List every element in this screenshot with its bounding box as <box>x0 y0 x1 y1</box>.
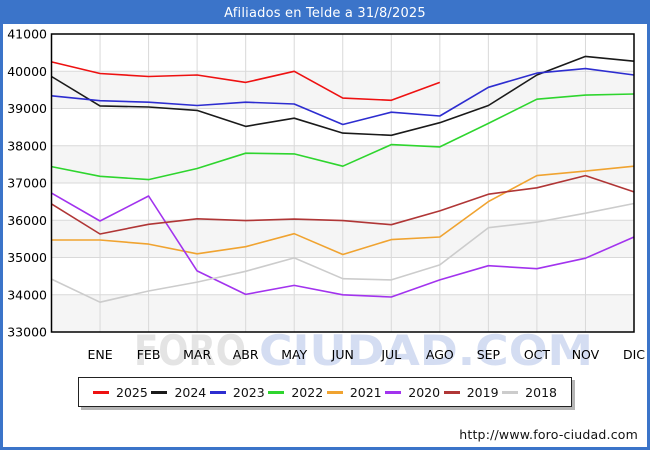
x-axis-label: ENE <box>87 347 112 362</box>
website-url[interactable]: http://www.foro-ciudad.com <box>459 427 638 442</box>
legend-item-2021: 2021 <box>326 384 382 400</box>
x-axis-label: SEP <box>477 347 501 362</box>
y-axis-label: 37000 <box>7 176 47 191</box>
y-axis-label: 40000 <box>7 64 47 79</box>
x-axis-label: FEB <box>137 347 161 362</box>
y-axis-label: 33000 <box>7 325 47 340</box>
legend-dash-icon <box>443 390 460 394</box>
legend-item-2020: 2020 <box>385 385 440 400</box>
y-axis-label: 39000 <box>7 101 47 116</box>
x-axis-label: OCT <box>524 347 551 362</box>
chart-title-bar: Afiliados en Telde a 31/8/2025 <box>3 3 647 24</box>
legend-label: 2025 <box>116 384 148 400</box>
legend-item-2023: 2023 <box>209 384 265 400</box>
legend-label: 2018 <box>525 384 557 400</box>
legend-item-2018: 2018 <box>502 385 557 400</box>
x-axis-label: ABR <box>233 347 259 362</box>
legend-dash-icon <box>326 390 343 394</box>
legend-item-2022: 2022 <box>268 385 323 400</box>
series-line-2021 <box>51 165 635 256</box>
x-axis-label: AGO <box>426 347 454 362</box>
legend-dash-icon <box>93 390 109 394</box>
legend-item-2019: 2019 <box>443 384 499 400</box>
legend-label: 2022 <box>291 384 324 400</box>
y-axis-label: 35000 <box>7 250 47 265</box>
chart-title: Afiliados en Telde a 31/8/2025 <box>224 6 426 21</box>
y-axis-label: 41000 <box>7 27 47 42</box>
series-line-2018 <box>51 202 635 303</box>
legend-dash-icon <box>209 390 226 394</box>
legend-label: 2020 <box>408 384 441 400</box>
series-line-2024 <box>51 55 635 137</box>
line-chart: 41000 40000 39000 38000 37000 36000 35000 34000… <box>7 27 645 376</box>
watermark-foro: FORO <box>134 326 246 375</box>
x-axis-label: JUN <box>331 347 354 362</box>
legend-item-2025: 2025 <box>93 385 148 400</box>
plot-border <box>50 33 635 333</box>
legend-label: 2021 <box>349 384 382 400</box>
series-line-2022 <box>51 93 635 181</box>
legend-label: 2024 <box>174 384 207 400</box>
legend-label: 2023 <box>232 384 265 400</box>
series-line-2023 <box>51 67 635 126</box>
legend-dash-icon <box>385 390 402 394</box>
series-line-2020 <box>51 192 635 298</box>
x-axis-label: JUL <box>380 347 401 362</box>
chart-legend: 2025 2024 2023 2022 2021 2020 2019 2018 <box>78 377 572 407</box>
watermark-ciudad: CIUDAD.COM <box>259 326 593 375</box>
legend-dash-icon <box>268 390 285 394</box>
x-axis-label: DIC <box>623 347 645 362</box>
legend-label: 2019 <box>466 384 499 400</box>
legend-item-2024: 2024 <box>151 385 206 400</box>
legend-dash-icon <box>502 390 519 394</box>
y-axis-label: 36000 <box>7 213 47 228</box>
x-axis-label: NOV <box>572 347 600 362</box>
x-axis-label: MAY <box>281 347 307 362</box>
y-axis-label: 34000 <box>7 287 47 302</box>
series-line-2019 <box>51 174 635 235</box>
x-axis-label: MAR <box>183 347 211 362</box>
legend-dash-icon <box>151 390 168 394</box>
series-line-2025 <box>51 61 441 102</box>
y-axis-label: 38000 <box>7 138 47 153</box>
